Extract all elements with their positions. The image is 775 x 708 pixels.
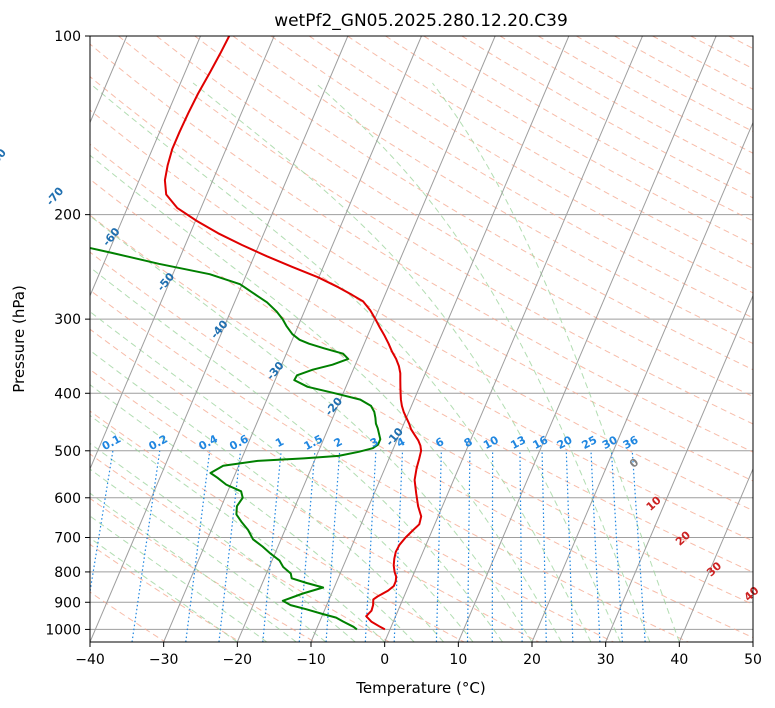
dry-adiabat-line <box>232 36 753 345</box>
dry-adiabat-line <box>90 453 390 642</box>
isotherm-label: -80 <box>0 146 9 170</box>
moist-adiabat-line <box>90 414 386 642</box>
dry-adiabat-line <box>90 43 753 453</box>
y-tick-label: 300 <box>54 312 81 328</box>
dry-adiabat-line <box>90 328 614 642</box>
mixing-ratio-label: 30 <box>600 433 620 452</box>
moist-adiabat-line <box>90 515 268 642</box>
isotherm-line <box>90 36 349 642</box>
mixing-ratio-label: 10 <box>481 433 501 452</box>
x-tick-label: −10 <box>296 652 326 668</box>
mixing-ratio-label: 13 <box>508 433 528 452</box>
dry-adiabat-line <box>90 143 753 542</box>
mixing-ratio-label: 25 <box>580 433 600 452</box>
dry-adiabat-line <box>118 36 753 425</box>
x-tick-label: 40 <box>670 652 688 668</box>
temperature-profile-line <box>163 36 423 631</box>
moist-adiabat-line <box>90 349 444 642</box>
x-tick-label: 0 <box>380 652 389 668</box>
moist-adiabat-line <box>90 266 503 642</box>
moist-adiabat-line <box>432 82 680 642</box>
moist-adiabat-line <box>90 154 562 642</box>
y-tick-label: 1000 <box>45 622 81 638</box>
x-tick-label: 20 <box>523 652 541 668</box>
dewpoint-profile-line <box>90 246 382 631</box>
y-tick-label: 200 <box>54 208 81 224</box>
dry-adiabat-line <box>90 178 753 573</box>
dry-adiabat-line <box>90 497 315 642</box>
moist-adiabat-line <box>192 82 621 642</box>
y-tick-label: 500 <box>54 444 81 460</box>
y-axis-title: Pressure (hPa) <box>10 285 28 393</box>
isotherm-line <box>90 36 275 471</box>
x-tick-label: −30 <box>149 652 179 668</box>
dry-adiabat-line <box>90 543 241 642</box>
background-lines <box>90 36 753 642</box>
data-lines <box>90 36 423 631</box>
isotherm-line <box>384 36 643 642</box>
moist-adiabat-line <box>90 384 415 642</box>
dry-adiabat-line <box>90 214 753 605</box>
mixing-ratio-line <box>185 450 211 642</box>
y-tick-label: 700 <box>54 531 81 547</box>
dry-adiabat-line <box>156 36 753 398</box>
mixing-ratio-line <box>262 450 282 642</box>
y-tick-label: 900 <box>54 595 81 611</box>
moist-adiabat-line <box>90 82 592 642</box>
mixing-ratio-label: 16 <box>531 433 551 452</box>
dry-adiabat-line <box>90 109 753 512</box>
x-tick-label: −20 <box>223 652 253 668</box>
dry-adiabat-line <box>270 36 753 319</box>
moist-adiabat-line <box>90 537 238 642</box>
isotherm-line <box>163 36 422 642</box>
y-tick-label: 100 <box>54 29 81 45</box>
dry-adiabat-line <box>90 368 540 642</box>
y-tick-label: 800 <box>54 565 81 581</box>
isotherm-line <box>310 36 570 642</box>
isotherm-line <box>90 36 201 297</box>
plot-frame <box>89 35 754 643</box>
x-tick-label: 10 <box>449 652 467 668</box>
dry-adiabat-line <box>308 36 753 294</box>
x-tick-label: 50 <box>744 652 762 668</box>
y-tick-label: 600 <box>54 491 81 507</box>
x-axis-title: Temperature (°C) <box>355 679 485 697</box>
x-tick-label: −40 <box>75 652 105 668</box>
x-tick-label: 30 <box>597 652 615 668</box>
dry-adiabat-line <box>90 410 465 642</box>
chart-title: wetPf2_GN05.2025.280.12.20.C39 <box>274 11 568 31</box>
moist-adiabat-line <box>315 82 651 642</box>
isotherm-line <box>236 36 496 642</box>
mixing-ratio-label: 36 <box>621 433 641 452</box>
isotherm-line <box>605 294 753 642</box>
moist-adiabat-line <box>90 468 327 642</box>
mixing-ratio-label: 20 <box>555 433 575 452</box>
mixing-ratio-line <box>218 450 242 642</box>
dry-adiabat-line <box>194 36 753 371</box>
dry-adiabat-line <box>90 76 753 482</box>
moist-adiabat-line <box>90 442 356 642</box>
y-tick-label: 400 <box>54 386 81 402</box>
dry-adiabat-line <box>90 289 689 642</box>
mixing-ratio-line <box>131 450 161 642</box>
isotherm-line <box>678 467 753 642</box>
isotherm-line <box>457 36 717 642</box>
mixing-ratio-line <box>90 450 114 596</box>
moist-adiabat-line <box>90 311 474 642</box>
isotherm-line <box>531 121 753 642</box>
